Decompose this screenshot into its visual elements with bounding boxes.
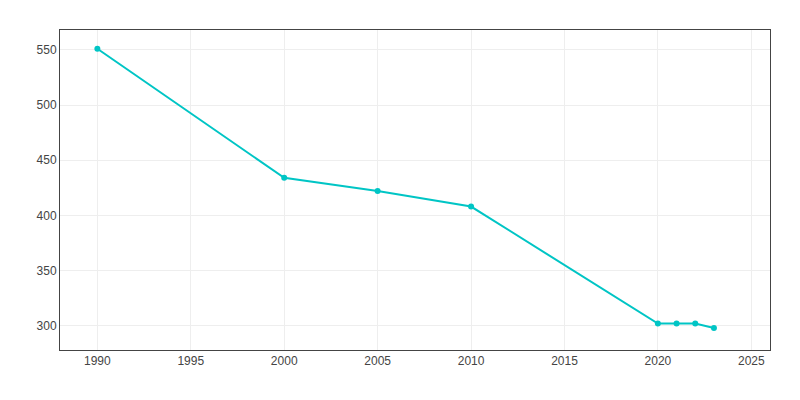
svg-text:2000: 2000 (271, 354, 298, 368)
svg-text:300: 300 (37, 319, 57, 333)
svg-text:400: 400 (37, 209, 57, 223)
svg-text:500: 500 (37, 98, 57, 112)
svg-text:1990: 1990 (84, 354, 111, 368)
svg-text:2010: 2010 (458, 354, 485, 368)
svg-text:1995: 1995 (177, 354, 204, 368)
svg-text:2015: 2015 (551, 354, 578, 368)
svg-text:2005: 2005 (364, 354, 391, 368)
svg-text:550: 550 (37, 43, 57, 57)
svg-text:2025: 2025 (738, 354, 765, 368)
svg-text:450: 450 (37, 153, 57, 167)
svg-text:350: 350 (37, 264, 57, 278)
svg-text:2020: 2020 (645, 354, 672, 368)
